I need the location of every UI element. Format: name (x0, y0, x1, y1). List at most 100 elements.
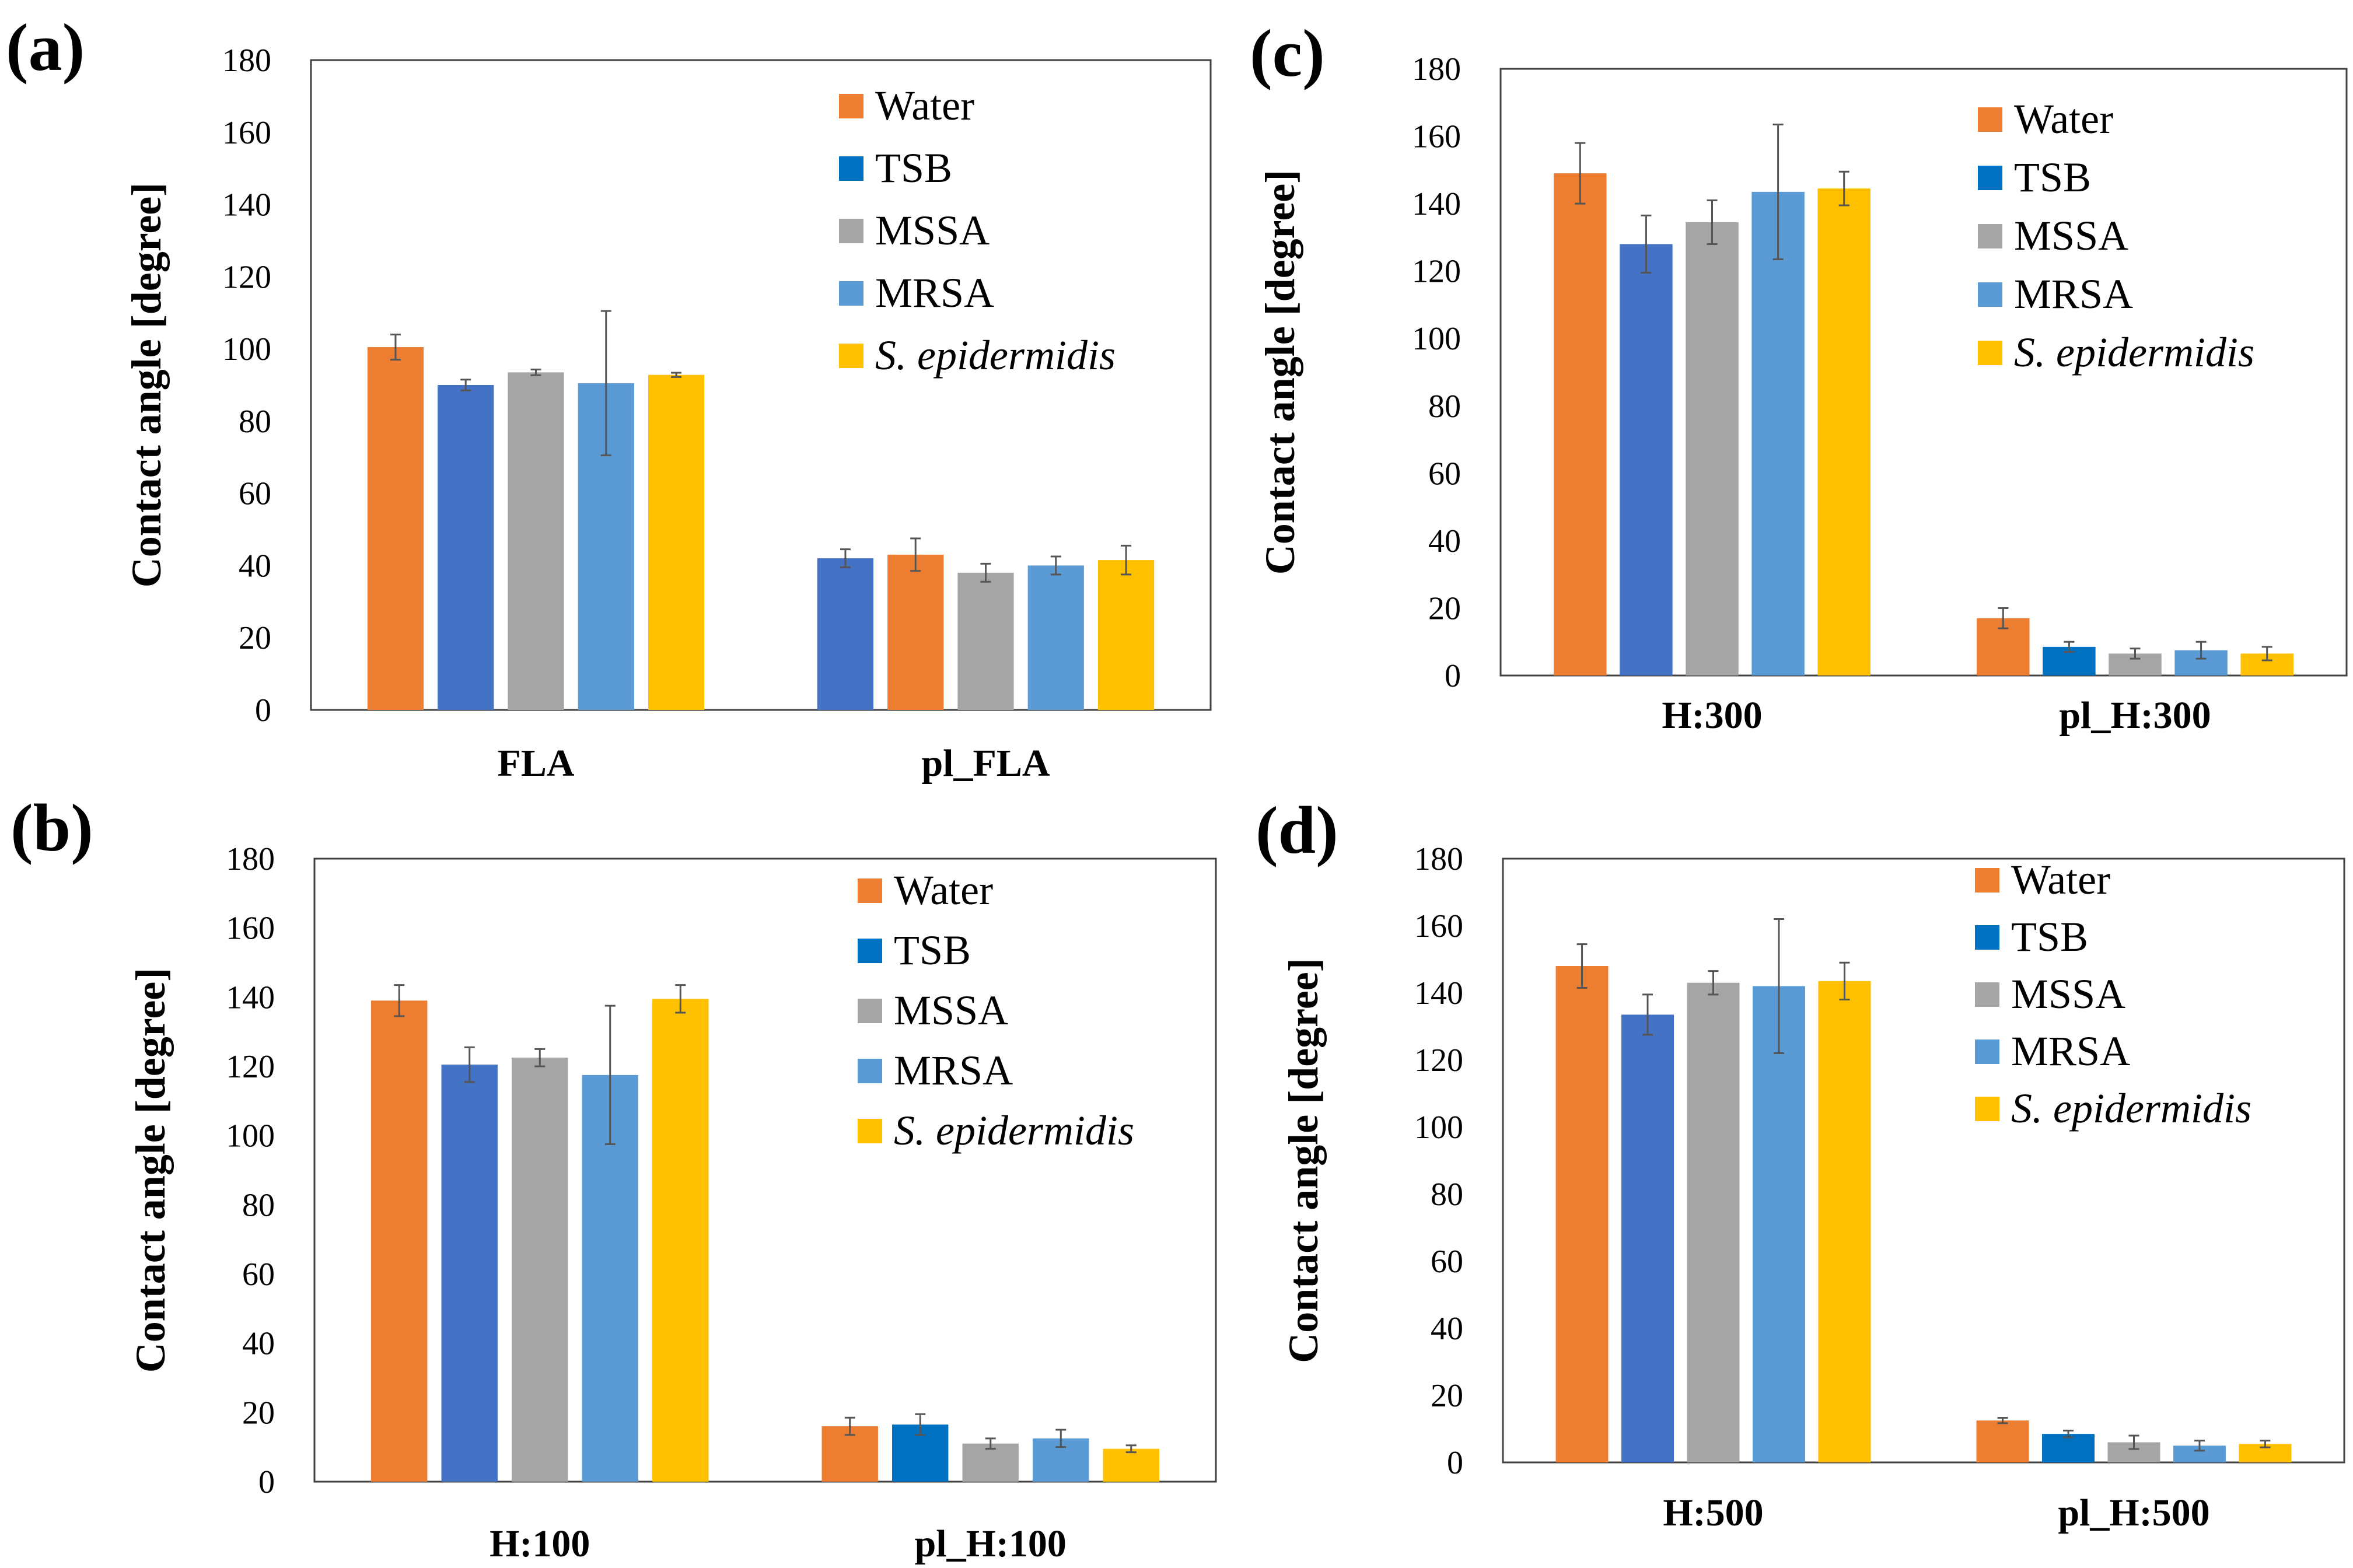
bar-FLA-mssa (508, 372, 564, 710)
legend-label: TSB (2014, 154, 2091, 201)
y-tick-label: 100 (1412, 321, 1461, 357)
y-axis-label: Contact angle [degree] (1280, 958, 1327, 1363)
bar-H:300-mrsa (1751, 191, 1805, 676)
category-label: H:300 (1662, 694, 1762, 737)
y-tick-label: 140 (222, 187, 271, 223)
legend-label: MRSA (2011, 1028, 2130, 1074)
legend-swatch (1978, 224, 2002, 249)
y-tick-label: 160 (1414, 908, 1463, 944)
legend-label: MRSA (894, 1047, 1013, 1094)
panel-d: (d) 0 20 40 60 80 100 120 140 160 180 Contact angle… (1256, 793, 2345, 1534)
bar-pl_FLA-mrsa (1027, 565, 1084, 710)
y-tick-label: 20 (242, 1395, 275, 1431)
legend-swatch (858, 878, 882, 903)
legend-swatch (839, 219, 863, 243)
y-tick-label: 60 (1431, 1244, 1463, 1280)
bar-H:300-water (1554, 173, 1607, 676)
category-label: pl_FLA (921, 742, 1050, 785)
y-tick-label: 0 (1445, 658, 1461, 694)
legend-swatch (858, 939, 882, 963)
legend-swatch (1978, 166, 2002, 190)
y-tick-label: 40 (242, 1326, 275, 1362)
y-tick-label: 180 (222, 43, 271, 79)
legend-label: MRSA (875, 270, 994, 316)
legend-swatch (1978, 107, 2002, 132)
category-label: H:100 (490, 1522, 590, 1565)
y-tick-label: 80 (242, 1187, 275, 1223)
y-tick-label: 60 (242, 1256, 275, 1293)
y-axis-label: Contact angle [degree] (1257, 170, 1303, 575)
bar-pl_H:500-tsb (2042, 1434, 2095, 1462)
legend-label: Water (894, 867, 993, 914)
y-tick-label: 180 (226, 841, 275, 877)
panel-label-d: (d) (1256, 793, 1338, 868)
y-tick-label: 100 (226, 1118, 275, 1154)
legend-swatch (858, 1059, 882, 1083)
legend-label: Water (875, 82, 974, 129)
plot-frame (313, 858, 1217, 1483)
bar-H:500-tsb (1621, 1014, 1674, 1462)
bar-H:500-mrsa (1752, 986, 1805, 1462)
panel-label-c: (c) (1250, 16, 1325, 91)
y-tick-label: 20 (1431, 1378, 1463, 1414)
legend-label: MSSA (894, 987, 1008, 1034)
bar-pl_FLA-mssa (957, 572, 1014, 710)
y-tick-label: 80 (1431, 1177, 1463, 1213)
y-tick-label: 60 (1428, 456, 1461, 492)
legend-swatch (839, 156, 863, 181)
panel-b: (b) 0 20 40 60 80 100 120 140 160 180 Contact angle… (11, 791, 1217, 1565)
panel-c: (c) 0 20 40 60 80 100 120 140 160 180 Contact angle… (1250, 16, 2348, 737)
legend-label: S. epidermidis (894, 1107, 1134, 1154)
y-tick-label: 0 (255, 692, 271, 729)
legend-label: Water (2011, 856, 2110, 903)
y-tick-label: 120 (222, 259, 271, 295)
bar-H:500-water (1555, 966, 1609, 1462)
legend-label: MSSA (875, 207, 990, 254)
y-tick-label: 140 (1414, 975, 1463, 1012)
category-label: pl_H:100 (915, 1522, 1067, 1565)
bar-H:300-s-epidermidis (1817, 188, 1870, 676)
legend-label: MRSA (2014, 271, 2133, 317)
y-tick-label: 160 (226, 911, 275, 947)
category-label: FLA (498, 742, 575, 785)
panel-label-a: (a) (6, 10, 85, 85)
plot-frame (1499, 68, 2348, 677)
bar-H:500-mssa (1687, 982, 1740, 1462)
bar-pl_FLA-s-epidermidis (1097, 560, 1155, 710)
y-tick-label: 0 (258, 1464, 275, 1500)
bar-H:500-s-epidermidis (1818, 981, 1871, 1462)
bar-FLA-s-epidermidis (648, 374, 705, 710)
legend-swatch (1975, 982, 1999, 1007)
y-tick-label: 120 (1414, 1042, 1463, 1079)
y-tick-label: 80 (1428, 388, 1461, 425)
legend-swatch (858, 999, 882, 1023)
y-tick-label: 160 (1412, 119, 1461, 155)
legend-label: TSB (875, 145, 952, 191)
legend-label: S. epidermidis (2011, 1085, 2251, 1132)
bar-pl_FLA-tsb (817, 558, 874, 710)
legend-label: TSB (2011, 914, 2088, 960)
bar-H:100-tsb (441, 1065, 498, 1482)
y-tick-label: 100 (222, 331, 271, 368)
legend-label: Water (2014, 96, 2113, 142)
legend-swatch (858, 1119, 882, 1143)
legend-swatch (839, 281, 863, 306)
legend-swatch (1975, 925, 1999, 950)
bar-FLA-tsb (438, 385, 494, 710)
y-tick-label: 40 (1431, 1311, 1463, 1347)
bar-pl_H:100-mssa (962, 1443, 1019, 1482)
y-tick-label: 20 (239, 620, 271, 656)
y-tick-label: 20 (1428, 590, 1461, 626)
plot-frame (310, 59, 1212, 711)
y-tick-label: 140 (1412, 186, 1461, 222)
bar-H:100-mssa (512, 1058, 568, 1482)
legend-swatch (1975, 1040, 1999, 1064)
plot-frame (1502, 858, 2345, 1464)
y-tick-label: 40 (1428, 523, 1461, 559)
bar-pl_FLA-water (887, 554, 944, 710)
legend-label: TSB (894, 927, 971, 974)
y-tick-label: 180 (1412, 51, 1461, 88)
y-tick-label: 0 (1447, 1445, 1463, 1481)
legend-swatch (1975, 868, 1999, 892)
